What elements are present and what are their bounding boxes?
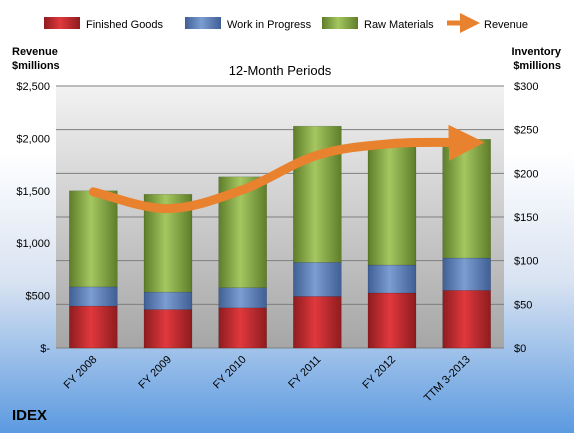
left-axis-title-line2: $millions <box>12 60 60 72</box>
right-axis-title-line1: Inventory <box>511 46 561 58</box>
legend-swatch-work-in-progress <box>185 17 221 29</box>
bar-raw-materials-5 <box>442 139 491 259</box>
x-tick-label-5: TTM 3-2013 <box>422 354 473 405</box>
bar-finished-goods-5 <box>442 290 491 349</box>
legend-label-revenue: Revenue <box>484 19 528 31</box>
bar-work-in-progress-2 <box>218 287 267 309</box>
x-tick-label-1: FY 2009 <box>136 354 174 392</box>
bar-work-in-progress-4 <box>367 264 417 294</box>
legend-swatch-finished-goods <box>44 17 80 29</box>
x-tick-label-2: FY 2010 <box>211 354 249 392</box>
right-tick-label-2: $100 <box>514 256 538 268</box>
x-tick-label-3: FY 2011 <box>286 354 323 391</box>
x-tick-label-0: FY 2008 <box>62 354 100 392</box>
right-tick-label-4: $200 <box>514 168 538 180</box>
revenue-line <box>88 124 485 214</box>
left-tick-label-4: $2,000 <box>16 133 50 145</box>
gridlines <box>56 85 504 349</box>
x-tick-label-4: FY 2012 <box>360 354 398 392</box>
left-axis: $- $500 $1,000 $1,500 $2,000 $2,500 <box>16 81 50 355</box>
bar-work-in-progress-0 <box>69 286 118 307</box>
legend: Finished Goods Work in Progress Raw Mate… <box>44 13 528 33</box>
bar-raw-materials-0 <box>69 190 118 288</box>
left-tick-label-3: $1,500 <box>16 186 50 198</box>
left-tick-label-5: $2,500 <box>16 81 50 93</box>
legend-swatch-raw-materials <box>322 17 358 29</box>
legend-label-work-in-progress: Work in Progress <box>227 19 312 31</box>
bar-work-in-progress-5 <box>442 257 491 291</box>
right-tick-label-6: $300 <box>514 81 538 93</box>
right-axis-title-line2: $millions <box>513 60 561 72</box>
right-tick-label-0: $0 <box>514 343 526 355</box>
legend-label-finished-goods: Finished Goods <box>86 19 164 31</box>
chart-subtitle: 12-Month Periods <box>229 63 332 78</box>
right-tick-label-3: $150 <box>514 212 538 224</box>
revenue-line-layer <box>88 124 485 214</box>
bar-finished-goods-0 <box>69 305 118 349</box>
bar-finished-goods-2 <box>218 307 267 349</box>
bar-finished-goods-1 <box>143 309 193 349</box>
bar-finished-goods-4 <box>367 292 417 349</box>
bar-finished-goods-3 <box>293 296 342 349</box>
left-tick-label-0: $- <box>40 343 50 355</box>
left-axis-title-line1: Revenue <box>12 46 58 58</box>
x-axis: FY 2008 FY 2009 FY 2010 FY 2011 FY 2012 TTM 3… <box>62 354 473 405</box>
legend-label-raw-materials: Raw Materials <box>364 19 434 31</box>
left-tick-label-1: $500 <box>26 291 50 303</box>
bar-work-in-progress-3 <box>293 262 342 297</box>
right-axis: $0 $50 $100 $150 $200 $250 $300 <box>514 81 538 355</box>
bar-raw-materials-4 <box>367 143 417 266</box>
right-tick-label-1: $50 <box>514 299 532 311</box>
bar-work-in-progress-1 <box>143 291 193 310</box>
brand-label: IDEX <box>12 407 47 424</box>
left-tick-label-2: $1,000 <box>16 238 50 250</box>
right-tick-label-5: $250 <box>514 125 538 137</box>
